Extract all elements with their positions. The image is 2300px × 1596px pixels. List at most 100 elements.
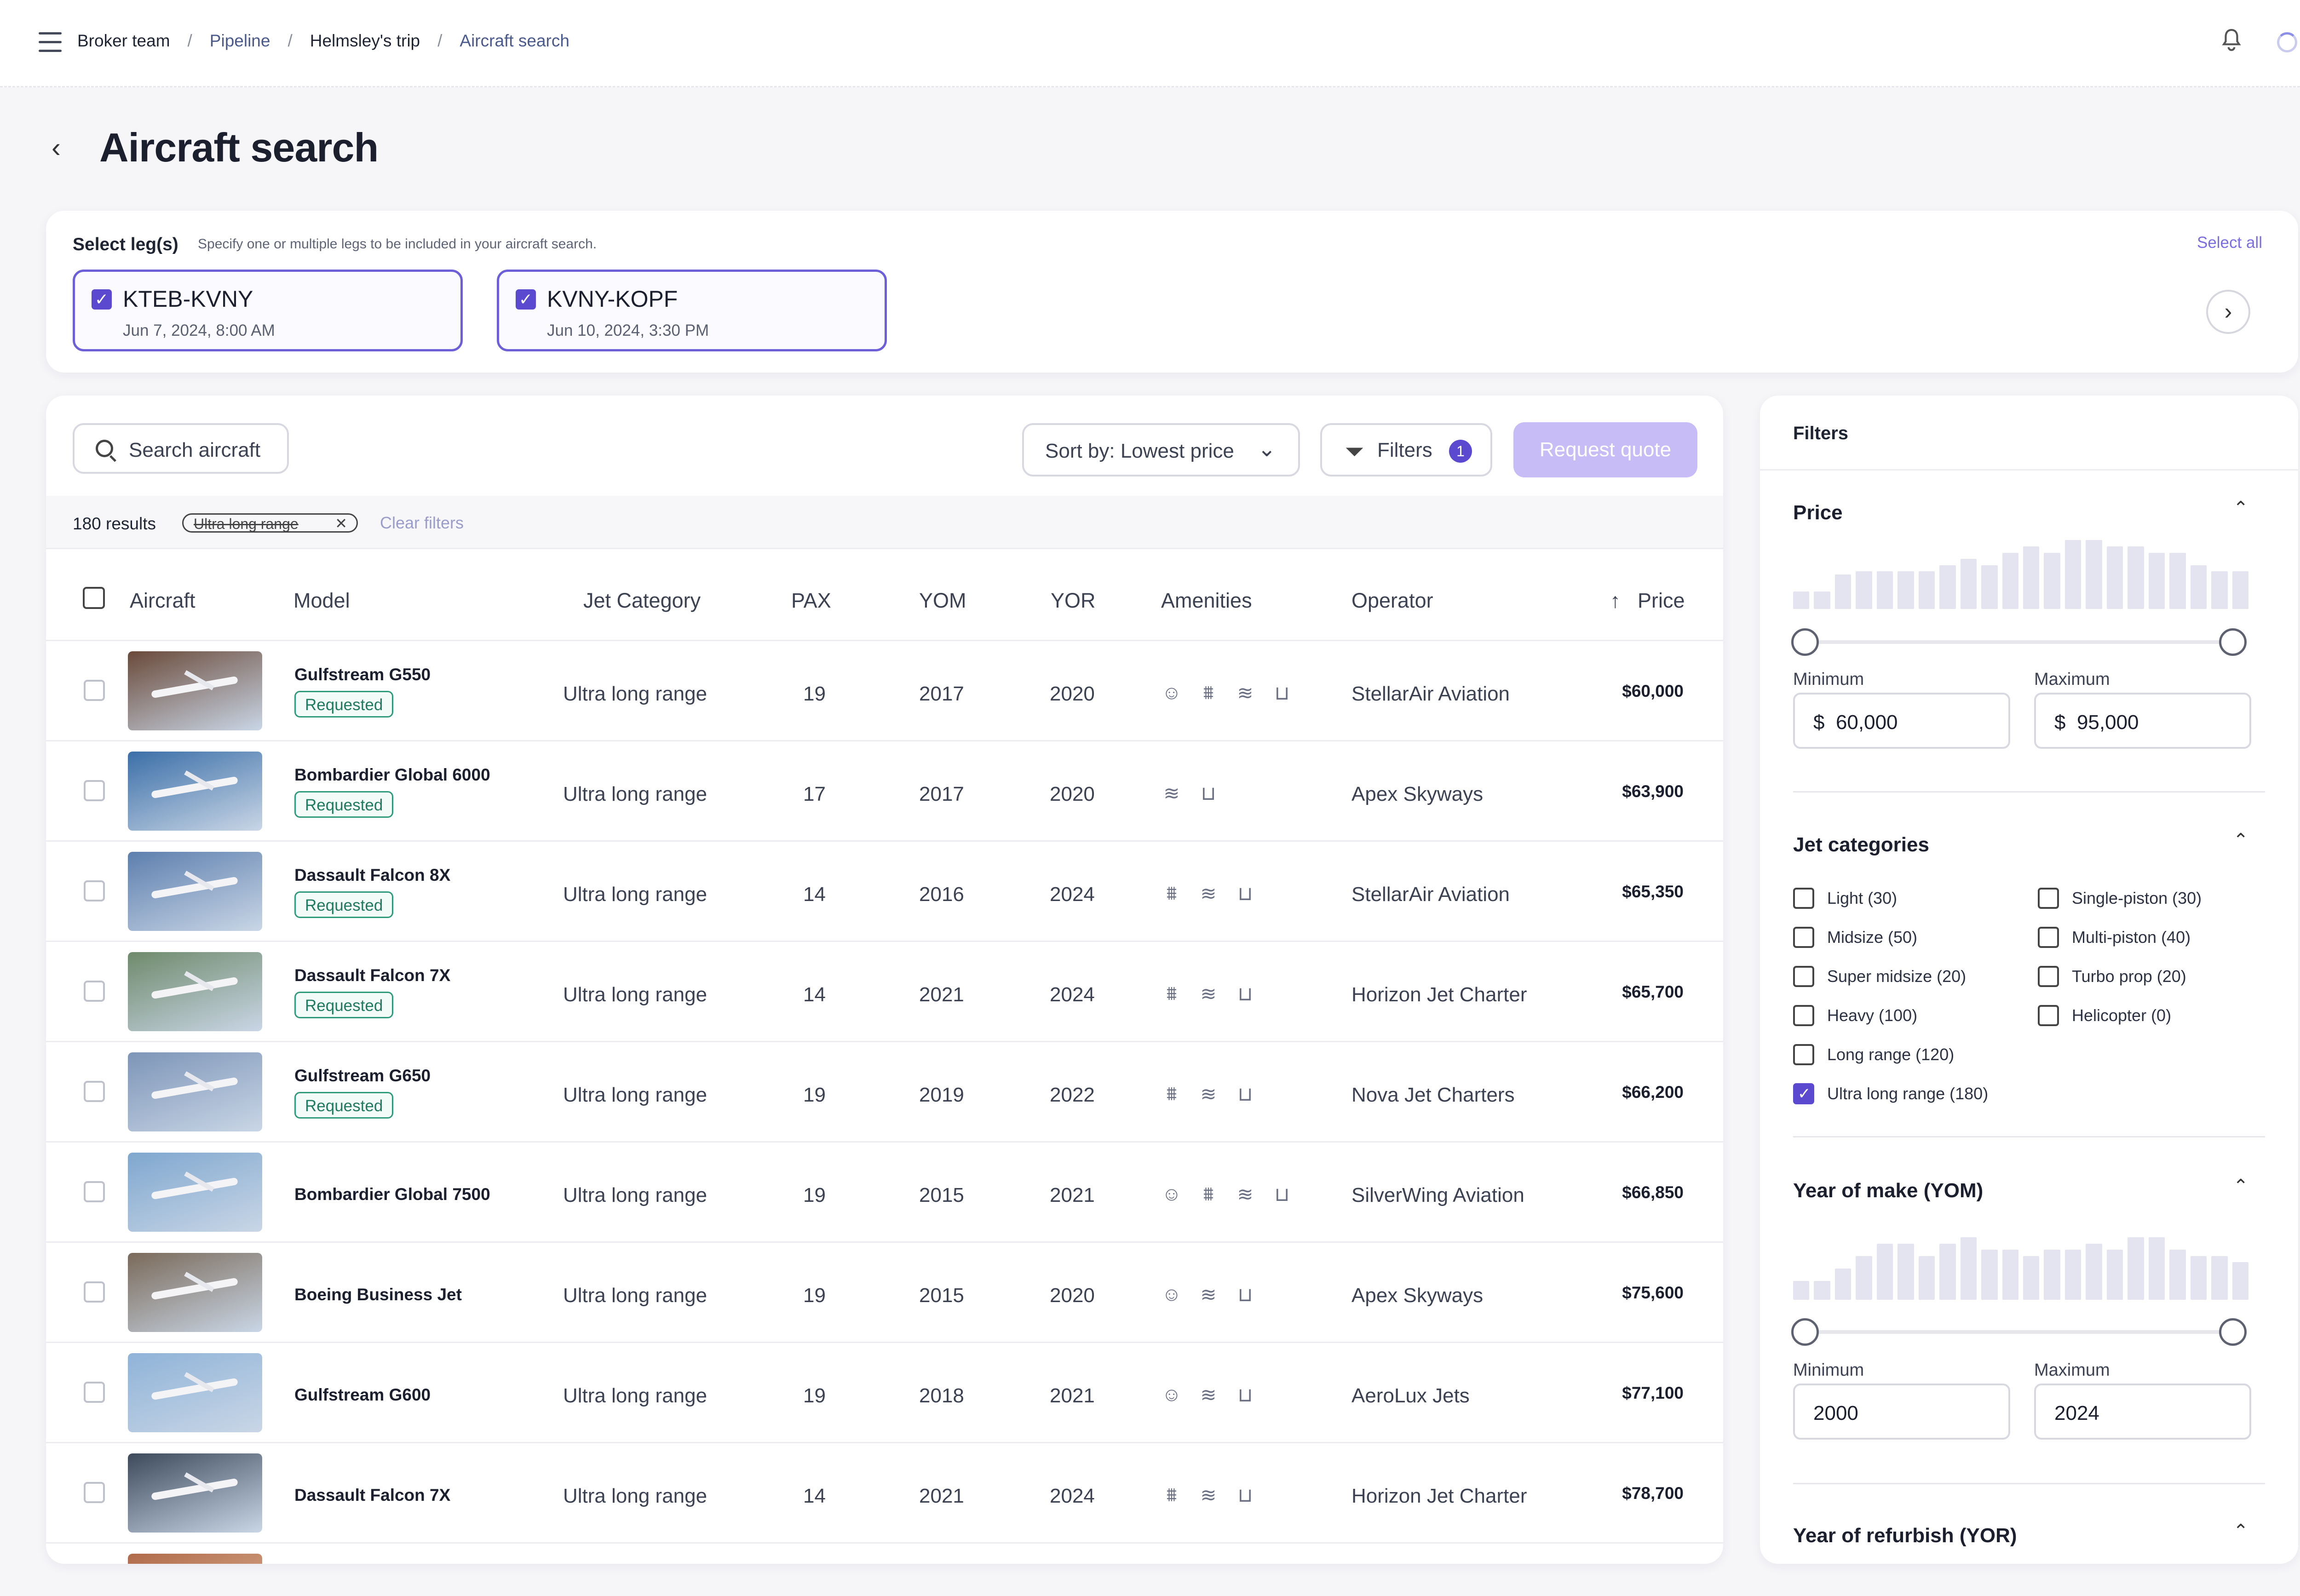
- row-checkbox[interactable]: [84, 1482, 105, 1503]
- back-arrow-icon[interactable]: ‹: [52, 132, 61, 163]
- aircraft-model[interactable]: Bombardier Global 6000: [294, 765, 490, 784]
- chevron-up-icon[interactable]: ⌃: [2233, 498, 2248, 518]
- table-row[interactable]: Gulfstream G550 Requested Ultra long range…: [46, 641, 1723, 741]
- yom-slider-track[interactable]: [1801, 1330, 2234, 1334]
- jet-category-option[interactable]: Super midsize (20): [1793, 966, 1966, 987]
- filters-button[interactable]: ⏷ Filters 1: [1320, 423, 1492, 477]
- category-checkbox[interactable]: [2038, 966, 2059, 987]
- leg-card[interactable]: ✓ KTEB-KVNY Jun 7, 2024, 8:00 AM: [73, 270, 463, 351]
- jet-category-option[interactable]: Long range (120): [1793, 1044, 1954, 1065]
- clear-filters-link[interactable]: Clear filters: [380, 513, 464, 532]
- row-checkbox[interactable]: [84, 1382, 105, 1403]
- chevron-up-icon[interactable]: ⌃: [2233, 830, 2248, 850]
- leg-checkbox[interactable]: ✓: [516, 289, 536, 310]
- header-amenities[interactable]: Amenities: [1161, 589, 1252, 612]
- table-row[interactable]: Gulfstream G650 Requested Ultra long range…: [46, 1042, 1723, 1142]
- yom-min-input[interactable]: 2000: [1793, 1384, 2010, 1440]
- row-checkbox[interactable]: [84, 981, 105, 1002]
- breadcrumb-trip[interactable]: Helmsley's trip: [310, 31, 420, 50]
- bell-icon[interactable]: [2220, 27, 2243, 54]
- pax-count: 14: [803, 883, 826, 906]
- active-filter-chip[interactable]: Ultra long range ✕: [182, 513, 358, 533]
- pax-count: 19: [803, 1184, 826, 1206]
- histogram-bar: [1876, 571, 1893, 609]
- menu-icon[interactable]: [39, 32, 62, 52]
- price-slider-max-handle[interactable]: [2219, 628, 2247, 656]
- row-checkbox[interactable]: [84, 1081, 105, 1102]
- aircraft-model[interactable]: Gulfstream G600: [294, 1385, 431, 1404]
- category-checkbox[interactable]: [1793, 888, 1814, 909]
- category-checkbox[interactable]: [1793, 927, 1814, 948]
- jet-categories-title[interactable]: Jet categories: [1793, 833, 1929, 856]
- header-pax[interactable]: PAX: [791, 589, 831, 612]
- price-slider-track[interactable]: [1801, 640, 2234, 644]
- chevron-up-icon[interactable]: ⌃: [2233, 1176, 2248, 1196]
- category-checkbox[interactable]: [2038, 888, 2059, 909]
- select-all-link[interactable]: Select all: [2196, 234, 2262, 252]
- year-of-refurbish: 2021: [1050, 1184, 1095, 1206]
- category-checkbox[interactable]: [1793, 1044, 1814, 1065]
- row-checkbox[interactable]: [84, 1281, 105, 1303]
- jet-category-option[interactable]: Ultra long range (180): [1793, 1083, 1988, 1104]
- table-row[interactable]: Bombardier Global 6000 Requested Ultra lon…: [46, 741, 1723, 842]
- table-row[interactable]: Dassault Falcon 7X Ultra long range 14 2021…: [46, 1443, 1723, 1544]
- lavatory-icon: ⊔: [1237, 1284, 1253, 1305]
- select-all-checkbox[interactable]: [83, 587, 105, 609]
- header-model[interactable]: Model: [293, 589, 350, 612]
- aircraft-model[interactable]: Dassault Falcon 7X: [294, 1486, 451, 1504]
- yom-section-title[interactable]: Year of make (YOM): [1793, 1179, 1984, 1202]
- aircraft-model[interactable]: Dassault Falcon 7X: [294, 966, 451, 985]
- sort-dropdown[interactable]: Sort by: Lowest price ⌄: [1022, 423, 1300, 477]
- price-section-title[interactable]: Price: [1793, 501, 1843, 524]
- jet-category-option[interactable]: Heavy (100): [1793, 1005, 1917, 1026]
- header-yor[interactable]: YOR: [1051, 589, 1096, 612]
- yor-section-title[interactable]: Year of refurbish (YOR): [1793, 1524, 2017, 1547]
- search-input[interactable]: Search aircraft: [73, 423, 289, 474]
- row-checkbox[interactable]: [84, 1181, 105, 1202]
- price-max-input[interactable]: $ 95,000: [2034, 693, 2251, 749]
- breadcrumb-pipeline[interactable]: Pipeline: [209, 31, 270, 50]
- row-checkbox[interactable]: [84, 680, 105, 701]
- category-checkbox[interactable]: [1793, 966, 1814, 987]
- row-checkbox[interactable]: [84, 880, 105, 901]
- yom-max-input[interactable]: 2024: [2034, 1384, 2251, 1440]
- aircraft-model[interactable]: Dassault Falcon 8X: [294, 866, 451, 884]
- category-checkbox[interactable]: [2038, 927, 2059, 948]
- header-operator[interactable]: Operator: [1351, 589, 1433, 612]
- header-yom[interactable]: YOM: [919, 589, 966, 612]
- leg-card[interactable]: ✓ KVNY-KOPF Jun 10, 2024, 3:30 PM: [497, 270, 887, 351]
- jet-category-option[interactable]: Turbo prop (20): [2038, 966, 2186, 987]
- price-min-input[interactable]: $ 60,000: [1793, 693, 2010, 749]
- aircraft-model[interactable]: Boeing Business Jet: [294, 1285, 462, 1304]
- category-checkbox[interactable]: [1793, 1005, 1814, 1026]
- table-row[interactable]: Bombardier Global 7500 Ultra long range 19…: [46, 1142, 1723, 1243]
- close-icon[interactable]: ✕: [335, 515, 347, 532]
- breadcrumb-broker-team[interactable]: Broker team: [77, 31, 170, 50]
- table-row[interactable]: Dassault Falcon 8X Requested Ultra long ra…: [46, 842, 1723, 942]
- table-row[interactable]: Dassault Falcon 7X Requested Ultra long ra…: [46, 942, 1723, 1042]
- header-aircraft[interactable]: Aircraft: [130, 589, 196, 612]
- category-checkbox[interactable]: [1793, 1083, 1814, 1104]
- category-checkbox[interactable]: [2038, 1005, 2059, 1026]
- jet-category-option[interactable]: Helicopter (0): [2038, 1005, 2171, 1026]
- jet-category-option[interactable]: Single-piston (30): [2038, 888, 2202, 909]
- table-row[interactable]: Gulfstream G600 Ultra long range 19 2018 202…: [46, 1343, 1723, 1443]
- row-checkbox[interactable]: [84, 780, 105, 801]
- aircraft-model[interactable]: Gulfstream G550: [294, 665, 431, 684]
- sort-arrow-up-icon[interactable]: ↑: [1610, 589, 1621, 612]
- next-legs-button[interactable]: ›: [2206, 290, 2250, 334]
- header-category[interactable]: Jet Category: [583, 589, 701, 612]
- leg-checkbox[interactable]: ✓: [92, 289, 112, 310]
- aircraft-model[interactable]: Bombardier Global 7500: [294, 1185, 490, 1204]
- aircraft-model[interactable]: Gulfstream G650: [294, 1066, 431, 1085]
- request-quote-button[interactable]: Request quote: [1513, 422, 1697, 477]
- chevron-up-icon[interactable]: ⌃: [2233, 1521, 2248, 1541]
- price-slider-min-handle[interactable]: [1791, 628, 1819, 656]
- yom-slider-min-handle[interactable]: [1791, 1318, 1819, 1346]
- yom-slider-max-handle[interactable]: [2219, 1318, 2247, 1346]
- jet-category-option[interactable]: Multi-piston (40): [2038, 927, 2191, 948]
- header-price[interactable]: Price: [1638, 589, 1685, 612]
- jet-category-option[interactable]: Midsize (50): [1793, 927, 1917, 948]
- jet-category-option[interactable]: Light (30): [1793, 888, 1897, 909]
- table-row[interactable]: Boeing Business Jet Ultra long range 19 201…: [46, 1243, 1723, 1343]
